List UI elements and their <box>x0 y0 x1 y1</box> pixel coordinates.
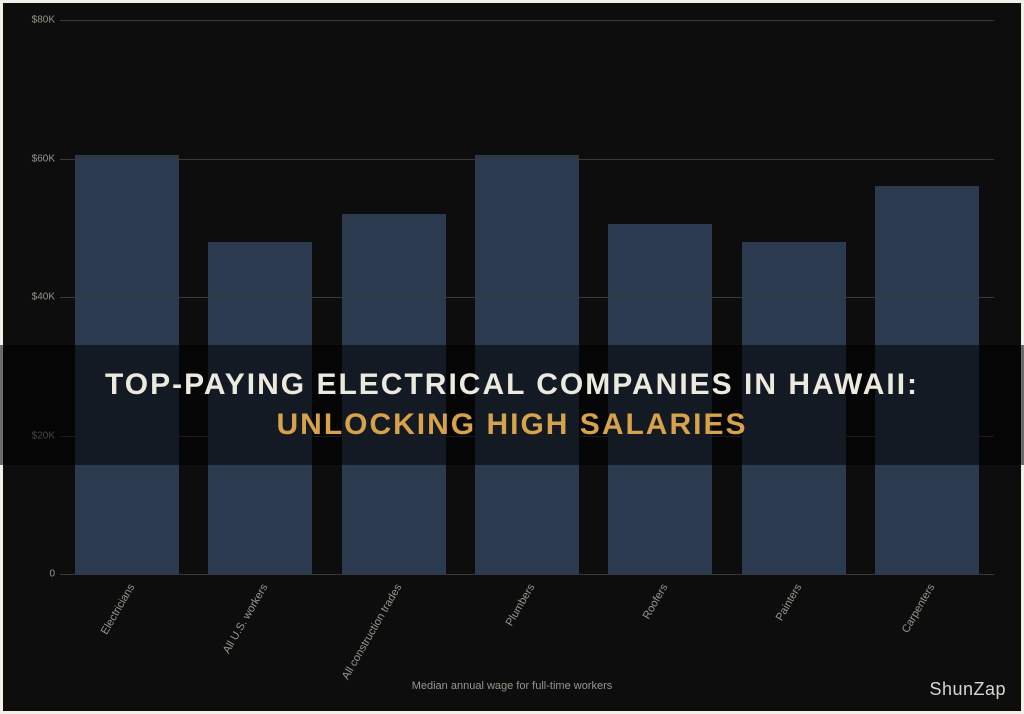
plot-area: 0$20K$40K$60K$80K <box>60 20 994 574</box>
x-category-label: Plumbers <box>504 582 538 628</box>
overlay-title-line1: TOP-PAYING ELECTRICAL COMPANIES IN HAWAI… <box>105 365 919 406</box>
watermark-logo: ShunZap <box>929 679 1006 700</box>
x-category-label: Painters <box>774 582 805 623</box>
x-category-label: Roofers <box>641 582 671 621</box>
x-category-label: Electricians <box>99 582 138 637</box>
overlay-title-line2: UNLOCKING HIGH SALARIES <box>276 405 747 446</box>
x-category-label: Carpenters <box>900 582 938 635</box>
y-tick-label: $60K <box>15 153 55 164</box>
x-label-slot: Painters <box>727 574 860 714</box>
chart-area: 0$20K$40K$60K$80K <box>60 20 994 574</box>
y-tick-label: 0 <box>15 569 55 580</box>
x-label-slot: All construction trades <box>327 574 460 714</box>
x-label-slot: Roofers <box>594 574 727 714</box>
y-tick-label: $40K <box>15 292 55 303</box>
x-labels-row: Electricians All U.S. workers All construc… <box>60 574 994 714</box>
y-tick-label: $80K <box>15 15 55 26</box>
gridline <box>60 20 994 21</box>
x-label-slot: All U.S. workers <box>193 574 326 714</box>
gridline <box>60 297 994 298</box>
gridline <box>60 159 994 160</box>
x-category-label: All construction trades <box>339 582 404 682</box>
x-category-label: All U.S. workers <box>221 582 271 656</box>
x-axis-title: Median annual wage for full-time workers <box>0 680 1024 692</box>
x-label-slot: Electricians <box>60 574 193 714</box>
title-overlay-band: TOP-PAYING ELECTRICAL COMPANIES IN HAWAI… <box>0 345 1024 465</box>
x-label-slot: Plumbers <box>460 574 593 714</box>
